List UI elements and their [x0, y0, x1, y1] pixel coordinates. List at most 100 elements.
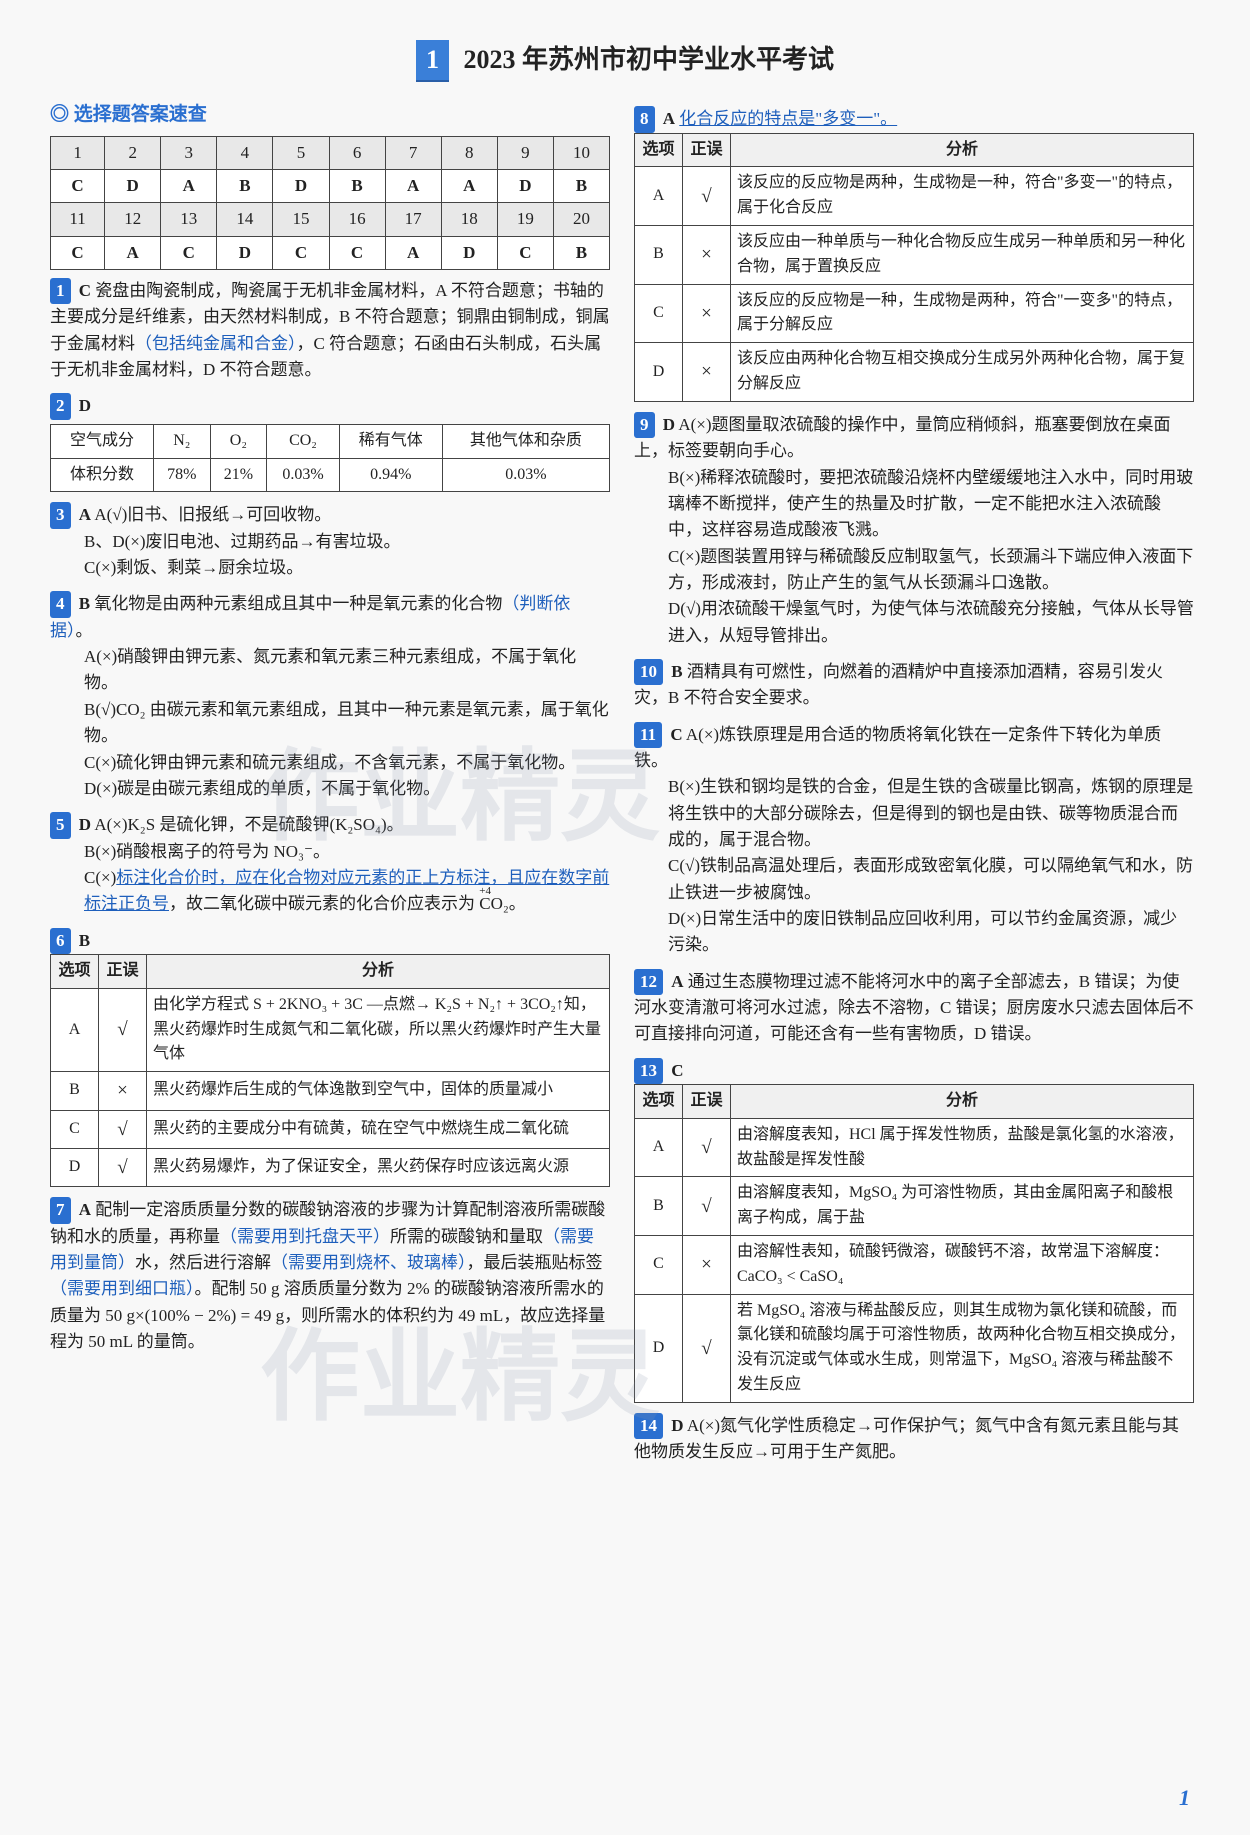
answer-cell: 8 — [441, 136, 497, 169]
q12-text: 通过生态膜物理过滤不能将河水中的离子全部滤去，B 错误；为使河水变清澈可将河水过… — [634, 972, 1194, 1044]
answer-cell: 10 — [553, 136, 609, 169]
q8-ans: A — [663, 109, 675, 128]
analysis-cell: 由溶解性表知，硫酸钙微溶，碳酸钙不溶，故常温下溶解度：CaCO₃ < CaSO₄ — [731, 1236, 1194, 1295]
q9-a: A(×)题图量取浓硫酸的操作中，量筒应稍倾斜，瓶塞要倒放在桌面上，标签要朝向手心… — [634, 415, 1171, 460]
table-cell: O₂ — [210, 424, 267, 458]
answer-cell: C — [497, 236, 553, 269]
mark-cell: √ — [683, 167, 731, 226]
q7-ans: A — [79, 1200, 91, 1219]
answer-cell: 14 — [217, 203, 273, 236]
q11-b: B(×)生铁和钢均是铁的合金，但是生铁的含碳量比钢高，炼钢的原理是将生铁中的大部… — [634, 774, 1194, 853]
option-cell: A — [635, 167, 683, 226]
table-cell: 稀有气体 — [339, 424, 442, 458]
table-cell: 空气成分 — [51, 424, 154, 458]
q5-c: C(×)标注化合价时，应在化合物对应元素的正上方标注，且应在数字前标注正负号，故… — [50, 865, 610, 918]
option-cell: B — [635, 226, 683, 285]
q7-a1: （需要用到托盘天平） — [220, 1227, 390, 1246]
analysis-cell: 由溶解度表知，HCl 属于挥发性物质，盐酸是氯化氢的水溶液，故盐酸是挥发性酸 — [731, 1118, 1194, 1177]
q5-c2: ，故二氧化碳中碳元素的化合价应表示为 — [169, 894, 479, 913]
option-cell: D — [635, 343, 683, 402]
mc-header: 选择题答案速查 — [50, 100, 610, 129]
q14-text: A(×)氮气化学性质稳定→可作保护气；氮气中含有氮元素且能与其他物质发生反应→可… — [634, 1416, 1179, 1461]
q9-badge: 9 — [634, 412, 655, 438]
answer-cell: 20 — [553, 203, 609, 236]
q14-ans: D — [671, 1416, 683, 1435]
answer-cell: B — [553, 170, 609, 203]
q7: 7 A 配制一定溶质质量分数的碳酸钠溶液的步骤为计算配制溶液所需碳酸钠和水的质量… — [50, 1197, 610, 1355]
q3-bd: B、D(×)废旧电池、过期药品→有害垃圾。 — [50, 529, 610, 555]
table-cell: 78% — [153, 458, 210, 492]
answer-cell: B — [217, 170, 273, 203]
q5-c1: C(×) — [84, 868, 116, 887]
answer-cell: C — [329, 236, 385, 269]
q6-table: 选项正误分析A√由化学方程式 S + 2KNO₃ + 3C —点燃→ K₂S +… — [50, 954, 610, 1188]
analysis-cell: 由溶解度表知，MgSO₄ 为可溶性物质，其由金属阳离子和酸根离子构成，属于盐 — [731, 1177, 1194, 1236]
answer-cell: 12 — [105, 203, 161, 236]
answer-cell: 3 — [161, 136, 217, 169]
q9: 9 D A(×)题图量取浓硫酸的操作中，量筒应稍倾斜，瓶塞要倒放在桌面上，标签要… — [634, 412, 1194, 649]
answer-cell: A — [441, 170, 497, 203]
q12: 12 A 通过生态膜物理过滤不能将河水中的离子全部滤去，B 错误；为使河水变清澈… — [634, 969, 1194, 1048]
table-header: 正误 — [683, 133, 731, 167]
mark-cell: √ — [683, 1177, 731, 1236]
answer-cell: 17 — [385, 203, 441, 236]
q1-ans: C — [79, 281, 91, 300]
q8-badge: 8 — [634, 106, 655, 132]
option-cell: D — [51, 1148, 99, 1186]
q4-period: 。 — [76, 621, 93, 640]
analysis-cell: 黑火药的主要成分中有硫黄，硫在空气中燃烧生成二氧化硫 — [147, 1110, 610, 1148]
q9-d: D(√)用浓硫酸干燥氢气时，为使气体与浓硫酸充分接触，气体从长导管进入，从短导管… — [634, 596, 1194, 649]
q6-badge: 6 — [50, 928, 71, 954]
q4-c: C(×)硫化钾由钾元素和硫元素组成，不含氧元素，不属于氧化物。 — [50, 750, 610, 776]
answer-cell: A — [385, 236, 441, 269]
q11-d: D(×)日常生活中的废旧铁制品应回收利用，可以节约金属资源，减少污染。 — [634, 906, 1194, 959]
q3-c: C(×)剩饭、剩菜→厨余垃圾。 — [50, 555, 610, 581]
option-cell: A — [635, 1118, 683, 1177]
answer-cell: B — [553, 236, 609, 269]
q10-text: 酒精具有可燃性，向燃着的酒精炉中直接添加酒精，容易引发火灾，B 不符合安全要求。 — [634, 662, 1163, 707]
option-cell: D — [635, 1294, 683, 1402]
q11: 11 C A(×)炼铁原理是用合适的物质将氧化铁在一定条件下转化为单质铁。 B(… — [634, 722, 1194, 959]
mark-cell: × — [683, 343, 731, 402]
answer-cell: A — [385, 170, 441, 203]
answer-cell: A — [105, 236, 161, 269]
answer-cell: C — [51, 170, 105, 203]
analysis-cell: 黑火药易爆炸，为了保证安全，黑火药保存时应该远离火源 — [147, 1148, 610, 1186]
q10-ans: B — [671, 662, 682, 681]
q3: 3 A A(√)旧书、旧报纸→可回收物。 B、D(×)废旧电池、过期药品→有害垃… — [50, 502, 610, 581]
option-cell: C — [635, 284, 683, 343]
table-cell: N₂ — [153, 424, 210, 458]
q4-a: A(×)硝酸钾由钾元素、氮元素和氧元素三种元素组成，不属于氧化物。 — [50, 644, 610, 697]
analysis-cell: 由化学方程式 S + 2KNO₃ + 3C —点燃→ K₂S + N₂↑ + 3… — [147, 988, 610, 1071]
q11-ans: C — [670, 725, 682, 744]
q4-ans: B — [79, 594, 90, 613]
mark-cell: √ — [683, 1294, 731, 1402]
q5-b: B(×)硝酸根离子的符号为 NO₃⁻。 — [50, 839, 610, 865]
q5-co2: +4CO₂ — [479, 894, 509, 913]
q11-a: A(×)炼铁原理是用合适的物质将氧化铁在一定条件下转化为单质铁。 — [634, 725, 1161, 770]
answer-cell: D — [441, 236, 497, 269]
page-title: 1 2023 年苏州市初中学业水平考试 — [50, 40, 1200, 82]
mark-cell: × — [683, 284, 731, 343]
answer-cell: 15 — [273, 203, 329, 236]
q4-lead: 氧化物是由两种元素组成且其中一种是氧元素的化合物 — [94, 594, 502, 613]
table-cell: 0.03% — [267, 458, 340, 492]
answer-cell: D — [273, 170, 329, 203]
option-cell: C — [51, 1110, 99, 1148]
answer-cell: 16 — [329, 203, 385, 236]
q9-c: C(×)题图装置用锌与稀硫酸反应制取氢气，长颈漏斗下端应伸入液面下方，形成液封，… — [634, 544, 1194, 597]
answer-cell: 6 — [329, 136, 385, 169]
answer-cell: 18 — [441, 203, 497, 236]
q5-ans: D — [79, 815, 91, 834]
q13: 13 C 选项正误分析A√由溶解度表知，HCl 属于挥发性物质，盐酸是氯化氢的水… — [634, 1058, 1194, 1403]
table-cell: 其他气体和杂质 — [442, 424, 609, 458]
q11-badge: 11 — [634, 722, 662, 748]
q2-badge: 2 — [50, 393, 71, 419]
q2-table: 空气成分N₂O₂CO₂稀有气体其他气体和杂质体积分数78%21%0.03%0.9… — [50, 424, 610, 493]
mark-cell: × — [683, 1236, 731, 1295]
right-column: 8 A 化合反应的特点是"多变一"。 选项正误分析A√该反应的反应物是两种，生成… — [634, 100, 1194, 1475]
q5-a: A(×)K₂S 是硫化钾，不是硫酸钾(K₂SO₄)。 — [94, 815, 403, 834]
table-header: 分析 — [731, 133, 1194, 167]
option-cell: C — [635, 1236, 683, 1295]
option-cell: A — [51, 988, 99, 1071]
